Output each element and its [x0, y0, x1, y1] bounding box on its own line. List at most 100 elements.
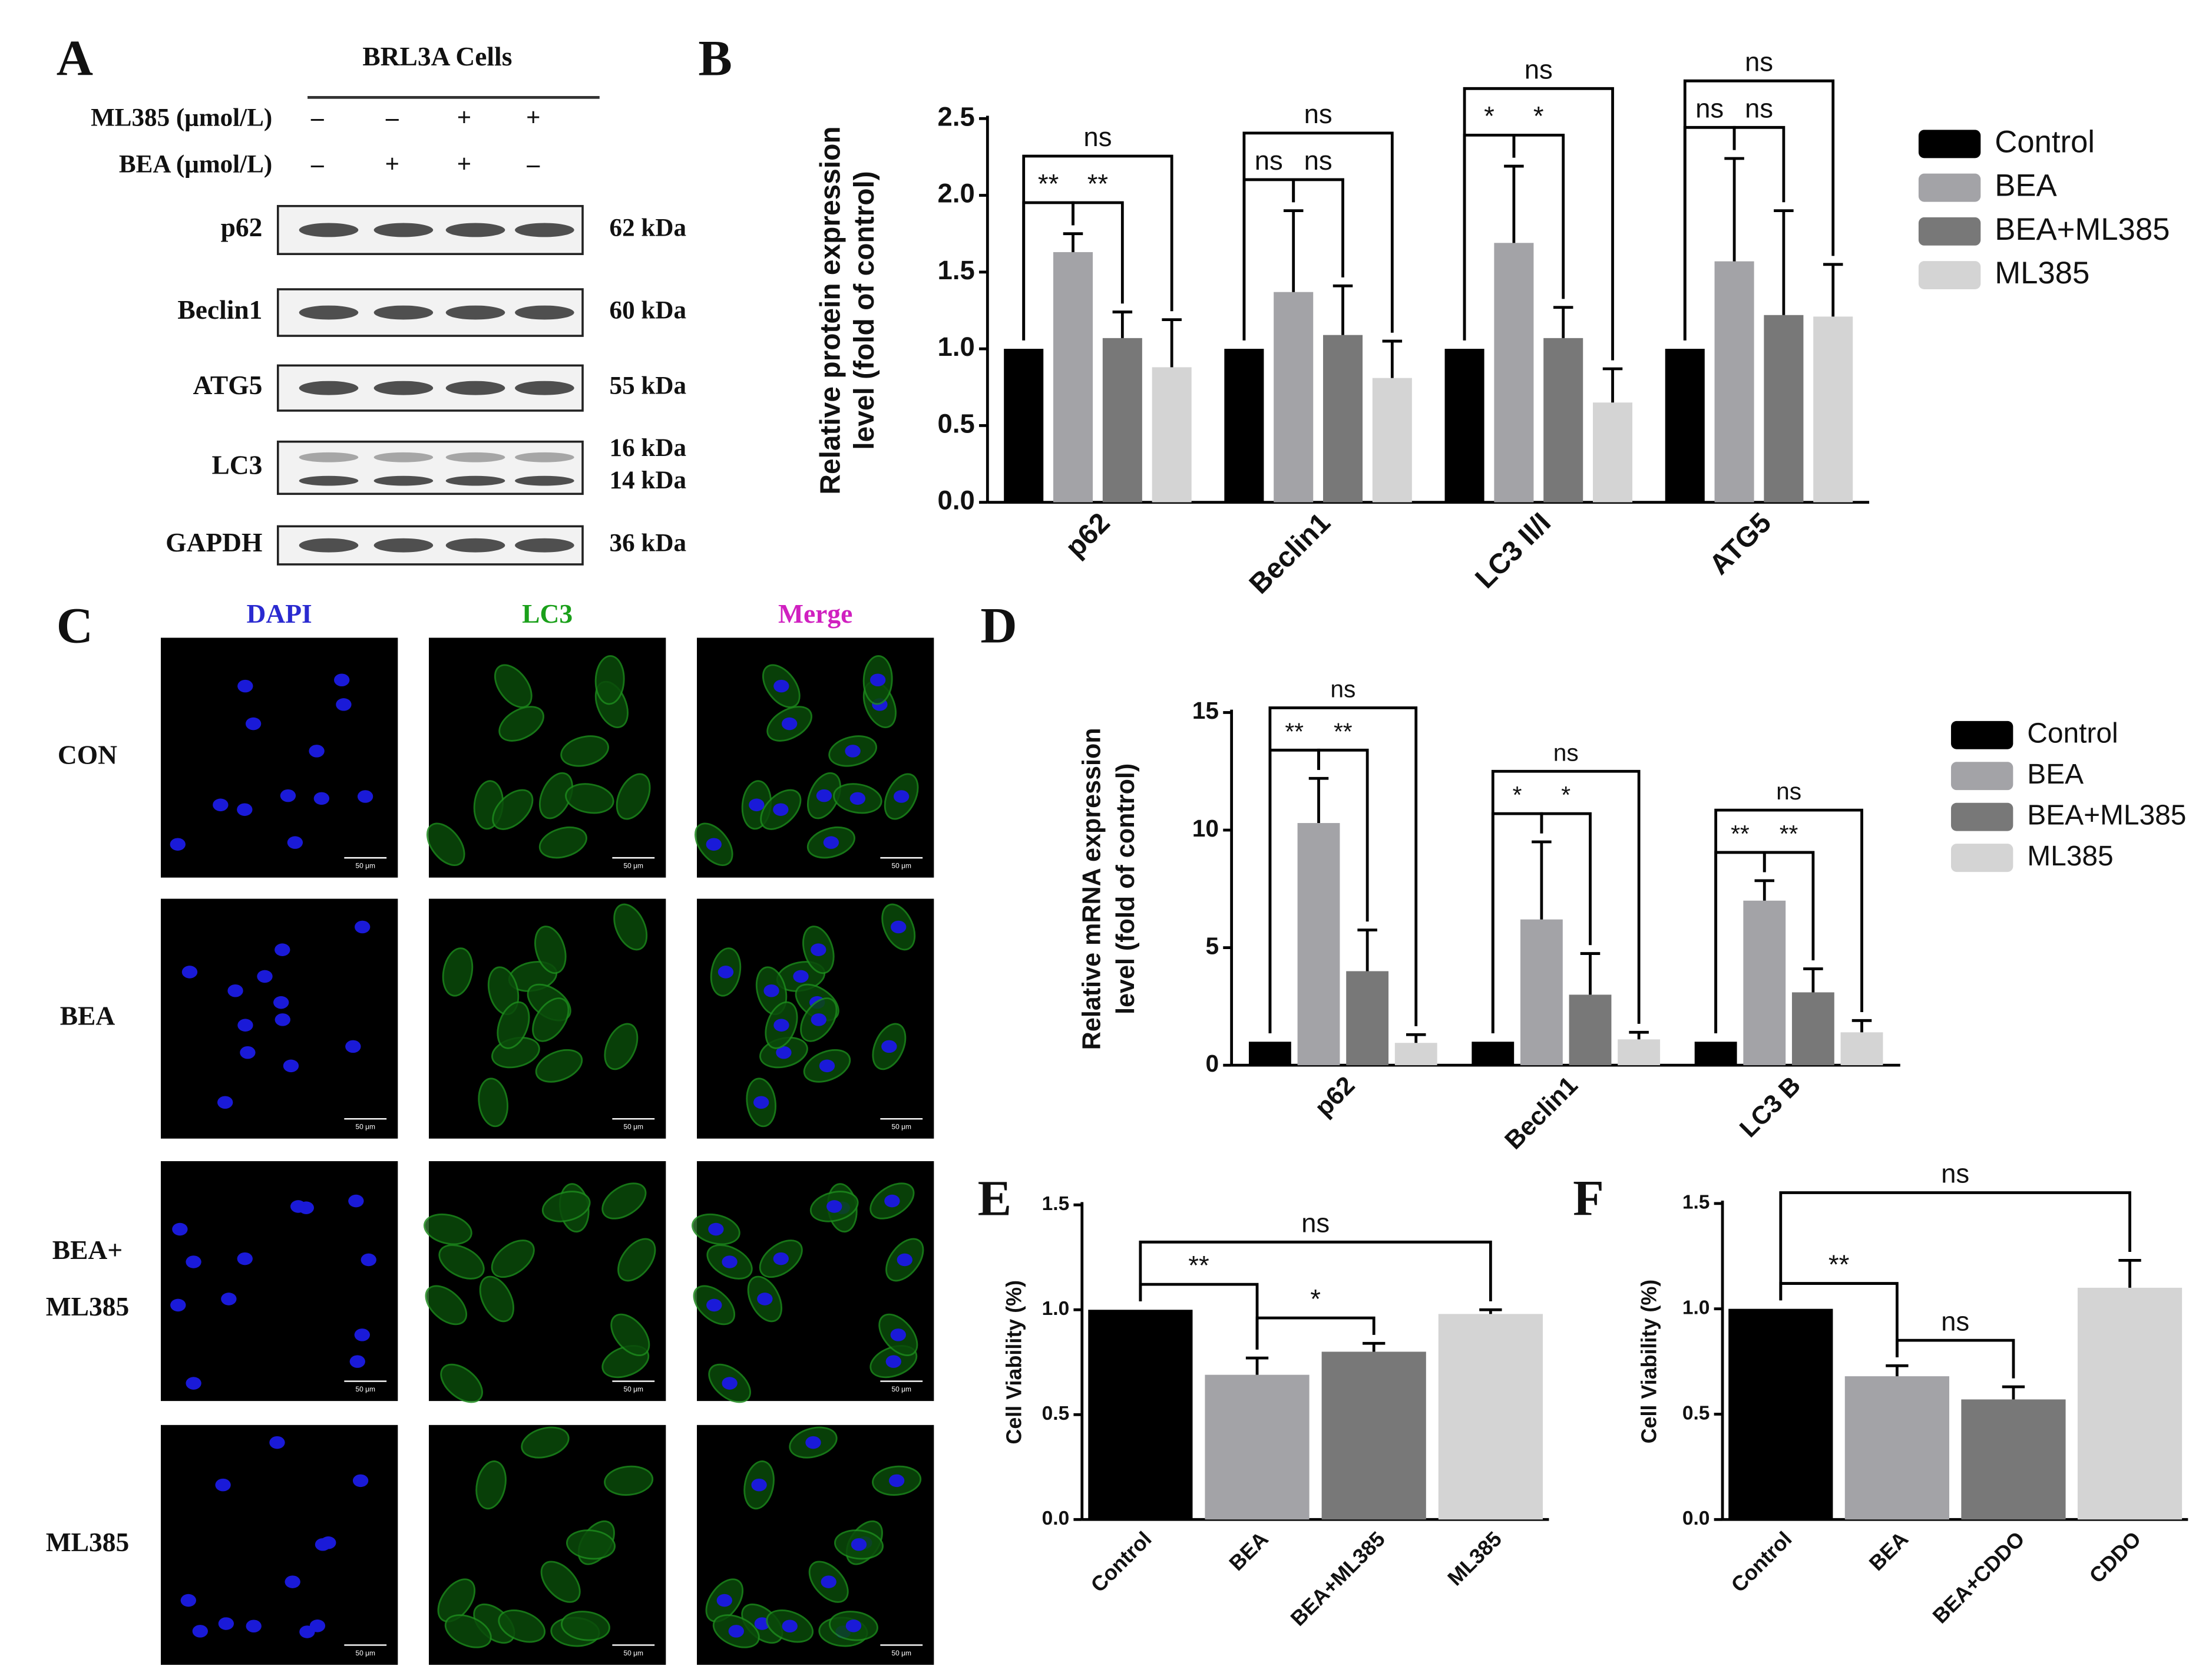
cytoplasm: [498, 1609, 546, 1643]
nucleus: [722, 1377, 738, 1390]
legend-label: BEA+ML385: [1995, 212, 2170, 247]
legend-label: Control: [2027, 718, 2118, 749]
condition-label: ML385: [46, 1291, 130, 1321]
bar: [1321, 1351, 1426, 1520]
nucleus: [722, 1255, 738, 1268]
nucleus: [352, 1474, 369, 1488]
significance-bracket: [1491, 769, 1641, 1033]
error-bar: [1363, 1341, 1386, 1352]
y-tick-label: 1.0: [938, 332, 975, 362]
nucleus: [355, 920, 371, 934]
condition-label: ML385: [46, 1527, 130, 1557]
significance-bracket: [1683, 79, 1835, 341]
significance-bracket: [1540, 812, 1592, 946]
significance-label: *: [1484, 101, 1494, 131]
band: [373, 452, 434, 462]
significance-bracket: [1072, 201, 1124, 304]
legend-label: Control: [1995, 124, 2095, 159]
kda-label: 14 kDa: [610, 467, 687, 494]
cytoplasm: [540, 1561, 581, 1603]
significance-label: ns: [1304, 99, 1333, 129]
cytoplasm: [426, 822, 465, 866]
bar: [1569, 994, 1612, 1066]
error-bar: [1724, 157, 1744, 262]
significance-bracket: [1255, 1316, 1376, 1350]
bar: [1840, 1032, 1883, 1066]
protein-label: ATG5: [193, 370, 262, 400]
bar: [1520, 919, 1563, 1066]
significance-label: ns: [1941, 1159, 1969, 1189]
nucleus: [888, 1474, 905, 1488]
nucleus: [215, 1478, 231, 1492]
bar: [1444, 349, 1484, 503]
panel-letter: B: [698, 30, 732, 87]
nucleus: [285, 1575, 300, 1588]
significance-label: ns: [1301, 1208, 1330, 1238]
protein-label: LC3: [211, 450, 262, 480]
nucleus: [246, 1619, 262, 1633]
y-tick-label: 0.5: [938, 408, 975, 438]
bar: [1224, 349, 1264, 503]
nucleus: [237, 679, 253, 693]
cytoplasm: [444, 1614, 492, 1648]
band: [299, 475, 359, 486]
error-bar: [2002, 1385, 2025, 1400]
nucleus: [315, 1538, 331, 1551]
y-tick-label: 1.0: [1042, 1298, 1070, 1320]
panel-letter: E: [978, 1170, 1012, 1227]
nucleus: [275, 1013, 290, 1026]
bar: [1743, 900, 1786, 1066]
nucleus: [893, 790, 910, 803]
significance-bracket: [1022, 154, 1173, 341]
scale-bar-label: 50 μm: [892, 1123, 912, 1131]
treatment-sign: +: [457, 151, 472, 179]
significance-label: **: [1829, 1250, 1849, 1280]
significance-label: **: [1731, 820, 1750, 847]
channel-label: DAPI: [247, 599, 312, 629]
error-bar: [1803, 967, 1823, 993]
bar: [1274, 292, 1314, 503]
legend-swatch: [1918, 217, 1981, 246]
cytoplasm: [616, 773, 651, 820]
bar: [1053, 252, 1093, 503]
error-bar: [1774, 209, 1794, 315]
cytoplasm: [610, 1313, 650, 1356]
significance-label: **: [1188, 1250, 1209, 1280]
nucleus: [708, 1222, 724, 1236]
error-bar: [1504, 164, 1524, 243]
cytoplasm: [541, 1191, 591, 1222]
band: [515, 475, 574, 486]
significance-bracket: [1292, 178, 1344, 277]
nucleus: [773, 803, 789, 817]
cytoplasm: [566, 1529, 616, 1560]
y-axis-label: Relative protein expression: [815, 126, 847, 494]
error-bar: [1886, 1364, 1909, 1377]
band: [299, 538, 359, 553]
condition-label: BEA+: [52, 1235, 123, 1265]
scale-bar-label: 50 μm: [355, 862, 375, 870]
bar: [1205, 1374, 1310, 1520]
cytoplasm: [560, 735, 609, 767]
bar: [1248, 1042, 1291, 1066]
treatment-sign: –: [526, 151, 540, 179]
nucleus: [290, 1200, 306, 1213]
error-bar: [1333, 284, 1353, 335]
nucleus: [845, 1619, 862, 1632]
band: [515, 381, 574, 395]
bar: [1322, 335, 1363, 503]
band: [373, 538, 434, 553]
legend-swatch: [1950, 762, 2013, 791]
error-bar: [1357, 928, 1377, 971]
error-bar: [1382, 339, 1403, 378]
band: [373, 305, 434, 320]
error-bar: [1553, 306, 1573, 338]
legend-swatch: [1918, 173, 1981, 202]
scale-bar-label: 50 μm: [892, 1385, 912, 1393]
nucleus: [890, 1328, 906, 1341]
error-bar: [1754, 879, 1775, 901]
cytoplasm: [594, 655, 625, 705]
significance-bracket: [1139, 1240, 1492, 1301]
cytoplasm: [492, 789, 534, 830]
nucleus: [349, 1355, 365, 1368]
significance-bracket: [1268, 706, 1418, 1033]
